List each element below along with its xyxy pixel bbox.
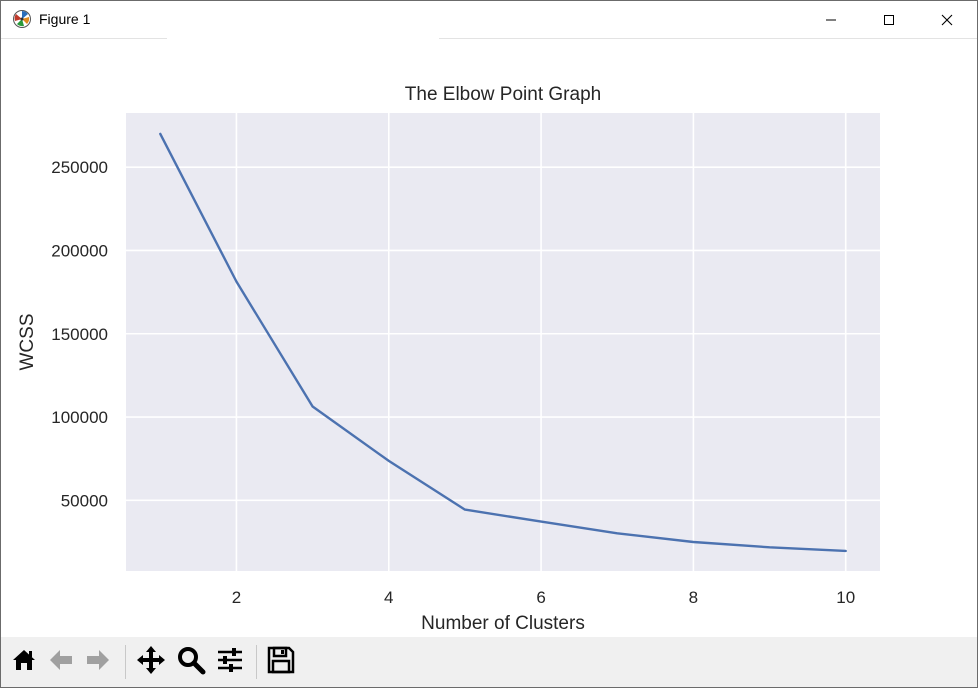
x-axis-label: Number of Clusters: [421, 613, 585, 634]
y-axis-label: WCSS: [17, 314, 38, 371]
y-tick-label: 250000: [51, 158, 108, 177]
tick-labels: 2 4 6 8 10 50000 100000 150000 200000 250000: [51, 158, 855, 607]
x-tick-label: 4: [384, 588, 393, 607]
minimize-icon: [825, 14, 837, 26]
grid-lines: [126, 113, 880, 571]
maximize-icon: [883, 14, 895, 26]
configure-subplots-button[interactable]: [213, 645, 247, 679]
home-icon: [10, 646, 38, 679]
arrow-right-icon: [84, 646, 112, 679]
y-tick-label: 50000: [61, 491, 108, 510]
chart-title: The Elbow Point Graph: [405, 84, 601, 105]
figure-canvas[interactable]: 2 4 6 8 10 50000 100000 150000 200000 250000 The …: [1, 39, 977, 637]
window-title: Figure 1: [39, 11, 91, 27]
minimize-button[interactable]: [802, 1, 860, 38]
x-tick-label: 2: [232, 588, 241, 607]
axes-background: [126, 113, 880, 571]
save-button[interactable]: [264, 645, 298, 679]
magnifier-icon: [176, 645, 206, 680]
wcss-line: [159, 132, 847, 553]
matplotlib-icon: [12, 9, 32, 29]
home-button[interactable]: [7, 645, 41, 679]
y-tick-label: 200000: [51, 241, 108, 260]
toolbar-separator: [125, 645, 126, 679]
x-tick-label: 6: [536, 588, 545, 607]
elbow-chart: 2 4 6 8 10 50000 100000 150000 200000 250000 The …: [17, 84, 880, 634]
x-tick-label: 10: [836, 588, 855, 607]
arrow-left-icon: [47, 646, 75, 679]
back-button[interactable]: [44, 645, 78, 679]
forward-button[interactable]: [81, 645, 115, 679]
title-separator: [1, 38, 167, 39]
toolbar-separator: [256, 645, 257, 679]
y-tick-label: 100000: [51, 408, 108, 427]
x-tick-label: 8: [689, 588, 698, 607]
close-icon: [941, 14, 953, 26]
series-layer: [159, 132, 847, 553]
y-tick-label: 150000: [51, 325, 108, 344]
navigation-toolbar: [1, 637, 977, 687]
move-icon: [136, 645, 166, 680]
title-bar[interactable]: Figure 1: [1, 1, 977, 38]
close-button[interactable]: [918, 1, 976, 38]
sliders-icon: [215, 645, 245, 680]
maximize-button[interactable]: [860, 1, 918, 38]
pan-button[interactable]: [134, 645, 168, 679]
floppy-disk-icon: [266, 645, 296, 680]
zoom-button[interactable]: [174, 645, 208, 679]
title-separator: [439, 38, 977, 39]
